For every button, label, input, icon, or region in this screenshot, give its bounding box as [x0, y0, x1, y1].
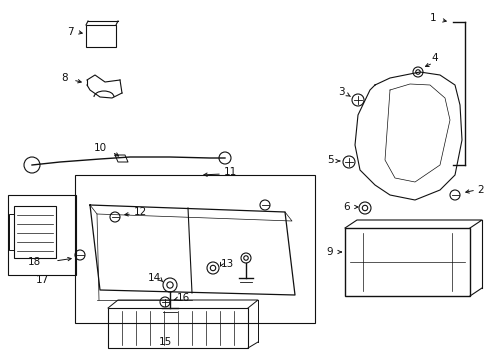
Text: 14: 14	[147, 273, 160, 283]
Bar	[75, 175, 314, 323]
Bar	[9, 214, 14, 250]
Text: 1: 1	[429, 13, 435, 23]
Bar	[108, 308, 247, 348]
Text: 6: 6	[343, 202, 349, 212]
Text: 4: 4	[431, 53, 437, 63]
Text: 5: 5	[326, 155, 333, 165]
Text: 15: 15	[158, 337, 171, 347]
Text: 10: 10	[93, 143, 106, 153]
Bar	[345, 228, 469, 296]
Text: 18: 18	[27, 257, 41, 267]
Text: 12: 12	[133, 207, 146, 217]
Text: 11: 11	[223, 167, 236, 177]
Text: 2: 2	[477, 185, 483, 195]
Text: 17: 17	[35, 275, 48, 285]
Bar	[8, 195, 76, 275]
Text: 9: 9	[326, 247, 333, 257]
Bar	[86, 25, 116, 47]
Text: 3: 3	[337, 87, 344, 97]
Text: 7: 7	[66, 27, 73, 37]
Text: 8: 8	[61, 73, 68, 83]
Text: 13: 13	[220, 259, 233, 269]
Text: 16: 16	[176, 293, 189, 303]
Bar	[14, 206, 56, 258]
